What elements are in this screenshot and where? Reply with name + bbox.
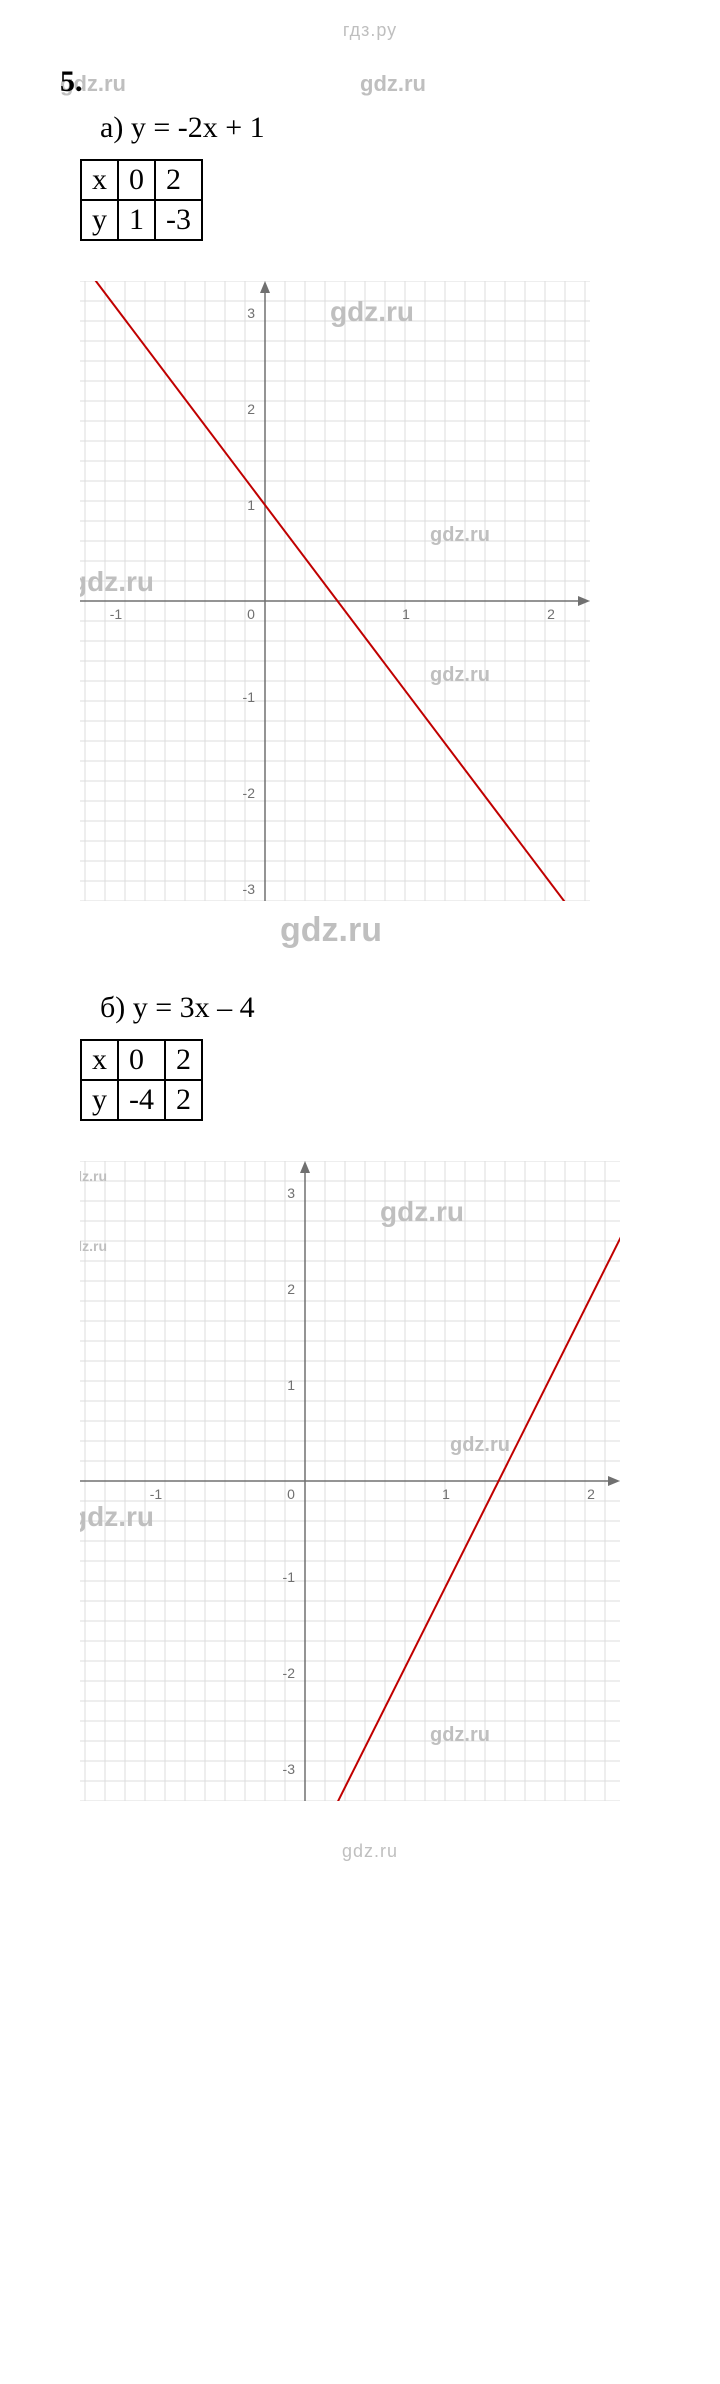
svg-text:gdz.ru: gdz.ru: [380, 1196, 464, 1227]
header-watermark: гдз.ру: [60, 20, 680, 41]
table-row: y 1 -3: [81, 200, 202, 240]
problem-b: б) y = 3x – 4 x 0 2 y -4 2 -1 0 1 2 -3 -2 -1 1 2…: [60, 991, 680, 1801]
svg-text:gdz.ru: gdz.ru: [430, 664, 490, 686]
svg-text:gdz.ru: gdz.ru: [330, 296, 414, 327]
svg-text:-1: -1: [283, 1569, 296, 1585]
svg-text:2: 2: [287, 1281, 295, 1297]
svg-text:2: 2: [247, 401, 255, 417]
svg-text:gdz.ru: gdz.ru: [80, 566, 154, 597]
chart-b: -1 0 1 2 -3 -2 -1 1 2 3 gdz.ru gdz.ru gdz.ru gdz.ru gd…: [80, 1161, 680, 1801]
wm-mid: gdz.ru: [280, 911, 382, 950]
svg-text:-2: -2: [283, 1665, 296, 1681]
svg-text:0: 0: [247, 606, 255, 622]
value-table-b: x 0 2 y -4 2: [80, 1039, 203, 1121]
svg-text:1: 1: [247, 497, 255, 513]
svg-text:3: 3: [287, 1185, 295, 1201]
svg-text:-1: -1: [150, 1486, 163, 1502]
svg-text:2: 2: [547, 606, 555, 622]
problem-a: а) y = -2x + 1 x 0 2 y 1 -3 -1 0 1 2 -3 -2 -1 1…: [60, 111, 680, 901]
table-row: x 0 2: [81, 1040, 202, 1080]
chart-a: -1 0 1 2 -3 -2 -1 1 2 3 gdz.ru gdz.ru gdz.ru gdz.ru: [80, 281, 680, 901]
equation-a: а) y = -2x + 1: [100, 111, 680, 145]
svg-text:1: 1: [442, 1486, 450, 1502]
svg-text:1: 1: [287, 1377, 295, 1393]
svg-text:3: 3: [247, 305, 255, 321]
svg-text:-2: -2: [243, 785, 256, 801]
svg-text:gdz.ru: gdz.ru: [80, 1168, 107, 1184]
problem-number: 5.: [60, 65, 83, 99]
svg-text:0: 0: [287, 1486, 295, 1502]
table-row: x 0 2: [81, 160, 202, 200]
header-wm-row: gdz.ru gdz.ru 5.: [60, 71, 680, 111]
svg-text:2: 2: [587, 1486, 595, 1502]
svg-text:-3: -3: [243, 881, 256, 897]
table-row: y -4 2: [81, 1080, 202, 1120]
value-table-a: x 0 2 y 1 -3: [80, 159, 203, 241]
svg-text:-1: -1: [110, 606, 123, 622]
svg-text:gdz.ru: gdz.ru: [80, 1501, 154, 1532]
page: гдз.ру gdz.ru gdz.ru 5. а) y = -2x + 1 x…: [0, 0, 720, 1902]
footer-watermark: gdz.ru: [60, 1841, 680, 1862]
svg-text:gdz.ru: gdz.ru: [80, 1238, 107, 1254]
svg-text:1: 1: [402, 606, 410, 622]
svg-text:gdz.ru: gdz.ru: [430, 524, 490, 546]
svg-text:gdz.ru: gdz.ru: [430, 1724, 490, 1746]
svg-text:-1: -1: [243, 689, 256, 705]
wm-top-right: gdz.ru: [360, 71, 426, 97]
svg-text:-3: -3: [283, 1761, 296, 1777]
mid-wm-row: gdz.ru: [60, 941, 680, 991]
equation-b: б) y = 3x – 4: [100, 991, 680, 1025]
svg-text:gdz.ru: gdz.ru: [450, 1434, 510, 1456]
